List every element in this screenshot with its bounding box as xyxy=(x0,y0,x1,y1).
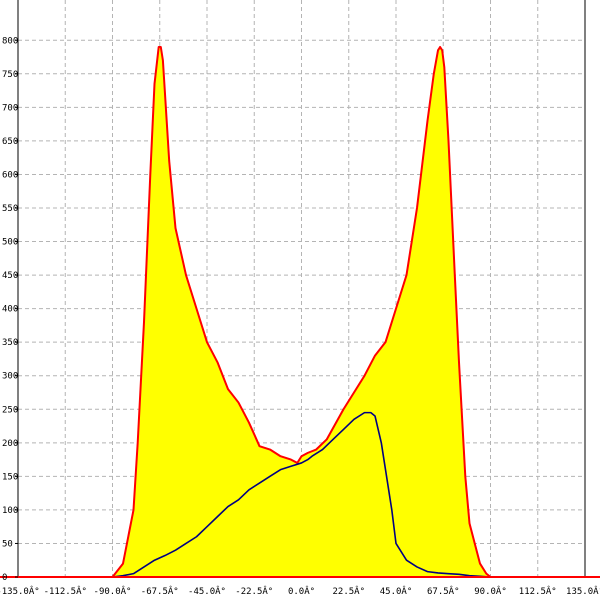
x-tick-label: 67.5Â° xyxy=(427,585,460,597)
axis-layer xyxy=(0,0,600,578)
x-tick-label: 45.0Â° xyxy=(380,585,413,597)
outline-series-line xyxy=(111,45,492,578)
y-tick-label: 700 xyxy=(2,103,18,113)
x-tick-label: -67.5Â° xyxy=(141,585,179,597)
filled-area xyxy=(112,46,491,578)
x-tick-label: -112.5Â° xyxy=(44,585,87,597)
y-tick-label: 100 xyxy=(2,506,18,516)
y-tick-label: 500 xyxy=(2,238,18,248)
x-tick-label: -45.0Â° xyxy=(188,585,226,597)
x-tick-label: 0.0Â° xyxy=(288,585,315,597)
y-tick-label: 400 xyxy=(2,305,18,315)
y-tick-label: 750 xyxy=(2,70,18,80)
y-tick-label: 350 xyxy=(2,338,18,348)
tick-label-layer: -135.0Â° -112.5Â° -90.0Â° -67.5Â° -45.0Â° -22… xyxy=(0,36,600,597)
y-tick-label: 550 xyxy=(2,204,18,214)
x-tick-label: -22.5Â° xyxy=(235,585,273,597)
y-tick-label: 150 xyxy=(2,472,18,482)
x-tick-label: 112.5Â° xyxy=(519,585,557,597)
line-layer xyxy=(111,45,492,578)
y-tick-label: 200 xyxy=(2,439,18,449)
x-tick-label: -90.0Â° xyxy=(94,585,132,597)
y-tick-label: 0 xyxy=(2,573,7,583)
x-tick-label: -135.0Â° xyxy=(0,585,40,597)
y-tick-label: 50 xyxy=(2,539,13,549)
inner-series-line xyxy=(112,411,491,578)
y-tick-label: 450 xyxy=(2,271,18,281)
area-layer xyxy=(112,46,491,578)
x-tick-label: 135.0Â° xyxy=(566,585,600,597)
x-tick-label: 22.5Â° xyxy=(332,585,365,597)
x-tick-label: 90.0Â° xyxy=(474,585,507,597)
y-tick-label: 600 xyxy=(2,170,18,180)
y-tick-label: 300 xyxy=(2,372,18,382)
y-tick-label: 650 xyxy=(2,137,18,147)
y-tick-label: 800 xyxy=(2,36,18,46)
y-tick-label: 250 xyxy=(2,405,18,415)
